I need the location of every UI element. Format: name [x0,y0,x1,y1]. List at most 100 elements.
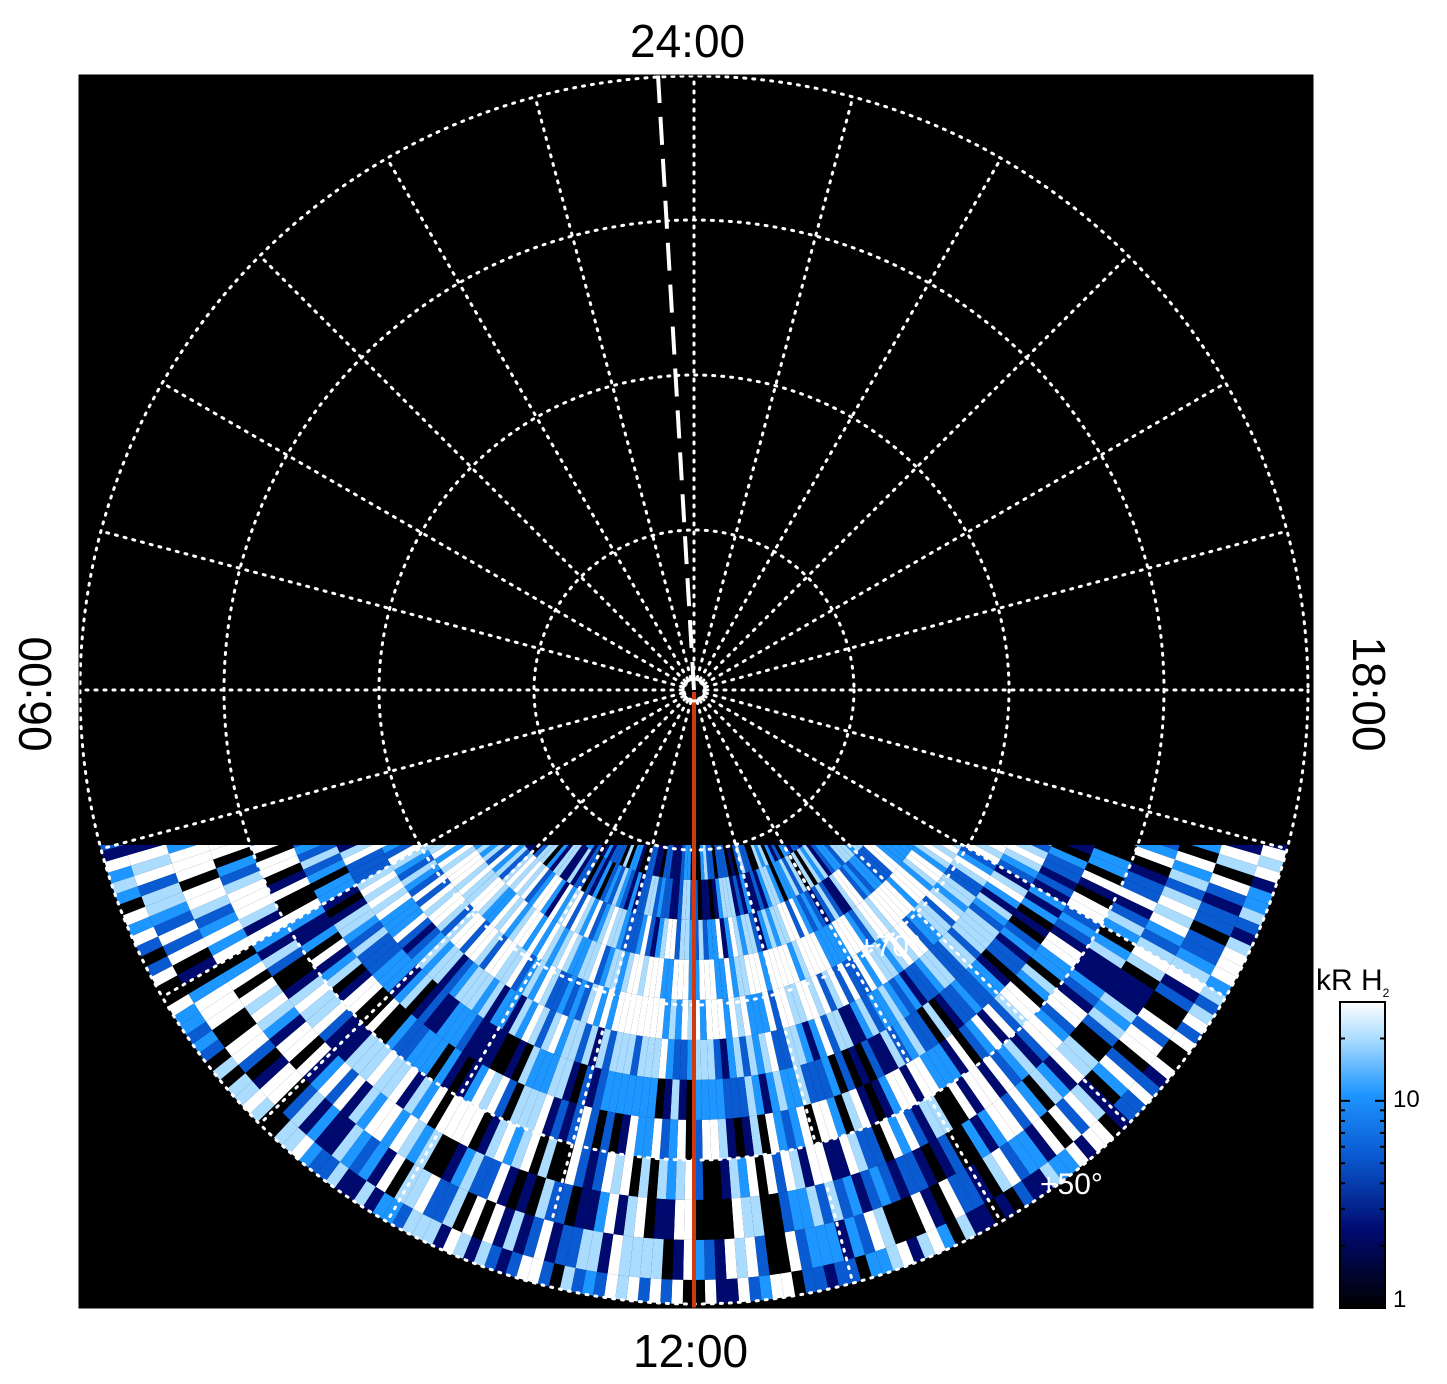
emission-cell [462,1018,490,1057]
emission-cell [664,918,673,959]
emission-cell [526,917,553,954]
emission-cell [906,1236,926,1263]
emission-cell [997,859,1036,885]
emission-cell [732,1037,745,1078]
emission-cell [762,866,781,905]
emission-cell [450,1147,477,1188]
emission-cell [1021,1020,1057,1056]
emission-cell [1128,1081,1154,1106]
emission-cell [648,957,660,998]
emission-cell [252,924,292,953]
emission-cell [760,908,777,949]
emission-cell [637,1157,651,1198]
emission-cell [1056,1042,1092,1077]
emission-cell [564,1226,584,1268]
emission-cell [751,1034,766,1075]
emission-cell [345,847,385,873]
emission-cell [861,947,889,985]
emission-cell [669,919,678,960]
emission-cell [618,1235,634,1277]
emission-cell [867,1036,892,1076]
emission-cell [674,999,683,1040]
emission-cell [540,879,567,915]
emission-cell [567,1021,587,1062]
emission-cell [422,1178,450,1219]
emission-cell [818,927,842,966]
emission-cell [704,879,711,920]
emission-cell [662,838,672,878]
emission-cell [451,1191,478,1233]
emission-cell [127,844,169,866]
emission-cell [411,1081,441,1120]
emission-cell [300,846,340,870]
emission-cell [628,1156,643,1197]
emission-cell [779,1150,797,1192]
emission-cell [566,936,588,975]
emission-cell [224,1023,263,1057]
emission-cell [118,896,146,916]
emission-cell [623,1074,637,1116]
emission-cell [486,890,517,924]
emission-cell [905,853,941,883]
emission-cell [259,1062,297,1098]
emission-cell [789,1025,808,1066]
emission-cell [260,855,301,879]
emission-cell [489,988,517,1026]
emission-cell [604,948,621,989]
emission-cell [709,1119,720,1160]
emission-cell [1219,844,1261,866]
emission-cell [1234,916,1261,937]
emission-cell [903,1151,929,1192]
emission-cell [843,1003,867,1043]
emission-cell [660,1279,673,1304]
emission-cell [521,959,547,998]
emission-cell [981,948,1016,982]
emission-cell [843,911,871,948]
emission-cell [665,1039,675,1080]
emission-cell [999,1141,1031,1181]
emission-cell [607,1234,624,1276]
emission-cell [892,869,926,900]
emission-cell [820,1056,842,1097]
emission-cell [719,918,729,959]
emission-cell [403,1076,434,1115]
emission-cell [968,902,1005,933]
emission-cell [564,1144,583,1186]
emission-cell [992,1098,1024,1136]
emission-cell [748,1276,762,1302]
emission-cell [1171,859,1213,883]
emission-cell [810,837,839,872]
emission-cell [734,1237,749,1279]
emission-cell [878,883,911,916]
emission-cell [1175,850,1216,873]
emission-cell [1096,924,1136,953]
emission-cell [270,876,311,902]
emission-cell [408,868,445,898]
grid-spoke [695,95,855,680]
emission-cell [796,894,819,932]
emission-cell [573,851,598,889]
emission-cell [611,867,629,907]
emission-cell [411,984,444,1020]
emission-cell [432,895,466,927]
emission-cell [932,1090,962,1130]
emission-cell [315,944,353,975]
emission-cell [835,868,864,903]
emission-cell [799,846,826,882]
emission-cell [679,1039,688,1080]
emission-cell [517,1088,540,1129]
emission-cell [636,1036,650,1077]
emission-cell [312,1001,348,1036]
emission-cell [1077,954,1116,985]
emission-cell [639,874,653,915]
emission-cell [182,877,224,902]
emission-cell [448,1010,478,1048]
emission-cell [501,1082,525,1123]
emission-cell [764,907,782,947]
emission-cell [708,879,716,920]
emission-cell [1082,946,1122,977]
emission-cell [626,1276,640,1302]
emission-cell [836,962,861,1001]
emission-cell [550,972,572,1012]
emission-cell [342,975,378,1009]
